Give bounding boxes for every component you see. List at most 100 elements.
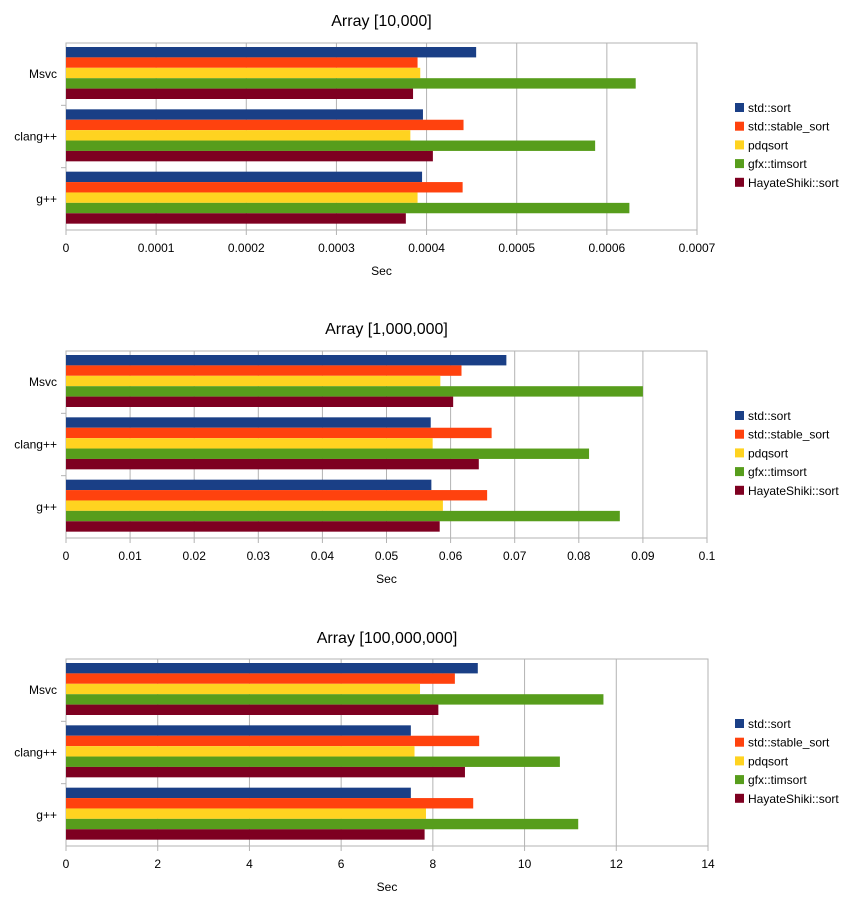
legend-swatch-std-stable-sort [735, 737, 744, 747]
x-tick-label: 0.0004 [408, 241, 445, 255]
legend-label-gfx-timsort: gfx::timsort [748, 773, 807, 787]
bar-gfx-timsort-msvc [66, 694, 604, 705]
legend-label-pdqsort: pdqsort [748, 138, 789, 152]
bar-hayateshiki-sort-msvc [66, 704, 439, 715]
legend-swatch-std-sort [735, 411, 744, 420]
bar-std-sort-clang [66, 725, 411, 736]
chart-title: Array [10,000] [331, 13, 432, 30]
legend-label-hayateshiki-sort: HayateShiki::sort [748, 792, 839, 806]
category-label-msvc: Msvc [29, 67, 57, 81]
legend-swatch-pdqsort [735, 140, 744, 150]
bar-hayateshiki-sort-msvc [66, 396, 454, 407]
legend-swatch-gfx-timsort [735, 159, 744, 169]
bar-std-sort-g [66, 479, 432, 491]
x-tick-label: 10 [518, 857, 532, 871]
category-label-g: g++ [36, 808, 57, 822]
bar-gfx-timsort-g [66, 510, 620, 522]
legend-swatch-gfx-timsort [735, 775, 744, 785]
bar-std-sort-msvc [66, 355, 507, 366]
bar-pdqsort-g [66, 808, 426, 819]
legend-swatch-std-sort [735, 103, 744, 112]
x-tick-label: 0.0003 [318, 241, 355, 255]
category-label-clang: clang++ [14, 438, 57, 452]
x-tick-label: 6 [338, 857, 345, 871]
x-axis-label: Sec [377, 880, 398, 894]
bar-std-stable-sort-msvc [66, 365, 462, 376]
x-tick-label: 8 [430, 857, 437, 871]
legend-label-pdqsort: pdqsort [748, 446, 789, 460]
chart-title: Array [1,000,000] [325, 321, 448, 338]
x-tick-label: 0 [63, 241, 70, 255]
category-label-msvc: Msvc [29, 375, 57, 389]
chart-panel-3: Array [100,000,000] 0 2 4 6 8 10 12 14 Msvc clang+… [14, 630, 839, 894]
bar-gfx-timsort-msvc [66, 386, 643, 397]
legend: std::sortstd::stable_sortpdqsortgfx::tim… [735, 409, 839, 498]
bar-gfx-timsort-msvc [66, 78, 636, 89]
legend-swatch-gfx-timsort [735, 467, 744, 477]
legend-label-gfx-timsort: gfx::timsort [748, 157, 807, 171]
bar-pdqsort-clang [66, 746, 415, 757]
x-tick-label: 2 [154, 857, 161, 871]
bar-std-sort-g [66, 171, 423, 183]
bar-pdqsort-clang [66, 130, 411, 141]
bar-std-stable-sort-g [66, 798, 474, 809]
category-label-g: g++ [36, 500, 57, 514]
category-label-g: g++ [36, 192, 57, 206]
bar-std-stable-sort-g [66, 490, 488, 501]
bar-gfx-timsort-g [66, 818, 579, 830]
bar-gfx-timsort-clang [66, 756, 560, 767]
legend-swatch-hayateshiki-sort [735, 793, 744, 803]
x-axis-label: Sec [376, 572, 397, 586]
bar-hayateshiki-sort-clang [66, 766, 465, 778]
legend-label-std-sort: std::sort [748, 101, 791, 115]
bar-gfx-timsort-clang [66, 140, 596, 151]
x-tick-label: 0.0002 [228, 241, 265, 255]
bar-std-stable-sort-g [66, 182, 463, 193]
legend-label-gfx-timsort: gfx::timsort [748, 465, 807, 479]
bar-hayateshiki-sort-clang [66, 458, 479, 470]
x-tick-label: 14 [701, 857, 715, 871]
x-tick-label: 0.0007 [679, 241, 716, 255]
legend-swatch-pdqsort [735, 448, 744, 458]
legend-swatch-std-stable-sort [735, 121, 744, 131]
bar-gfx-timsort-g [66, 202, 630, 214]
bar-std-stable-sort-clang [66, 427, 492, 439]
x-axis-label: Sec [371, 264, 392, 278]
x-tick-label: 0.0006 [589, 241, 626, 255]
bar-hayateshiki-sort-g [66, 521, 440, 532]
x-tick-label: 0.0001 [138, 241, 175, 255]
x-tick-label: 0.02 [183, 549, 207, 563]
bar-hayateshiki-sort-msvc [66, 88, 414, 99]
legend-label-std-stable-sort: std::stable_sort [748, 428, 830, 442]
x-tick-label: 0.07 [503, 549, 527, 563]
x-tick-label: 0.08 [567, 549, 591, 563]
x-tick-label: 0.03 [247, 549, 271, 563]
category-label-clang: clang++ [14, 746, 57, 760]
legend-swatch-hayateshiki-sort [735, 485, 744, 495]
bar-pdqsort-msvc [66, 683, 421, 695]
bar-hayateshiki-sort-g [66, 213, 406, 224]
chart-panel-2: Array [1,000,000] 0 0.01 0.02 0.03 0.04 0.05 0.… [14, 321, 839, 586]
legend-label-std-sort: std::sort [748, 409, 791, 423]
x-tick-label: 0.0005 [498, 241, 535, 255]
bar-std-stable-sort-clang [66, 735, 480, 747]
legend-swatch-pdqsort [735, 756, 744, 766]
legend: std::sortstd::stable_sortpdqsortgfx::tim… [735, 101, 839, 190]
legend-swatch-std-sort [735, 719, 744, 728]
x-tick-label: 0 [63, 549, 70, 563]
bar-std-sort-clang [66, 109, 423, 120]
category-label-clang: clang++ [14, 130, 57, 144]
legend-swatch-std-stable-sort [735, 429, 744, 439]
legend-label-pdqsort: pdqsort [748, 754, 789, 768]
x-tick-label: 0.1 [699, 549, 716, 563]
x-tick-label: 0.09 [631, 549, 655, 563]
bar-std-sort-g [66, 787, 411, 799]
x-tick-label: 0.01 [118, 549, 142, 563]
category-label-msvc: Msvc [29, 683, 57, 697]
bar-hayateshiki-sort-g [66, 829, 425, 840]
bar-hayateshiki-sort-clang [66, 150, 433, 162]
legend-label-std-stable-sort: std::stable_sort [748, 120, 830, 134]
legend: std::sortstd::stable_sortpdqsortgfx::tim… [735, 717, 839, 806]
bar-pdqsort-g [66, 192, 418, 203]
